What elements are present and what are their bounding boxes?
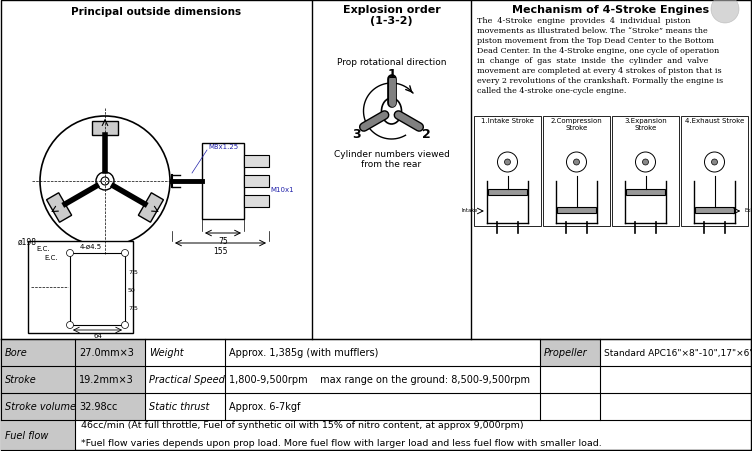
Text: every 2 revolutions of the crankshaft. Formally the engine is: every 2 revolutions of the crankshaft. F… xyxy=(477,77,723,85)
Bar xyxy=(543,117,610,226)
Text: 1.Intake Stroke: 1.Intake Stroke xyxy=(481,118,534,124)
Bar xyxy=(75,339,145,366)
Text: piston movement from the Top Dead Center to the Bottom: piston movement from the Top Dead Center… xyxy=(477,37,714,45)
Circle shape xyxy=(705,152,724,173)
Text: M8x1.25: M8x1.25 xyxy=(208,144,238,150)
Text: 50: 50 xyxy=(128,287,136,292)
Text: in  change  of  gas  state  inside  the  cylinder  and  valve: in change of gas state inside the cylind… xyxy=(477,57,708,65)
Bar xyxy=(244,156,269,168)
Text: 46cc/min (At full throttle, Fuel of synthetic oil with 15% of nitro content, at : 46cc/min (At full throttle, Fuel of synt… xyxy=(81,421,523,429)
Text: called the 4-stroke one-cycle engine.: called the 4-stroke one-cycle engine. xyxy=(477,87,626,95)
Circle shape xyxy=(122,250,129,257)
Text: Cylinder numbers viewed: Cylinder numbers viewed xyxy=(334,150,450,159)
Text: 75: 75 xyxy=(218,236,228,245)
Text: 27.0mm×3: 27.0mm×3 xyxy=(79,348,134,358)
Polygon shape xyxy=(92,122,118,136)
Circle shape xyxy=(574,160,580,166)
Bar xyxy=(612,117,679,226)
Text: Approx. 6-7kgf: Approx. 6-7kgf xyxy=(229,401,300,412)
Text: Bore: Bore xyxy=(5,348,28,358)
Text: Prop rotational direction: Prop rotational direction xyxy=(337,58,446,67)
Circle shape xyxy=(66,322,74,329)
Text: The  4-Stroke  engine  provides  4  individual  piston: The 4-Stroke engine provides 4 individua… xyxy=(477,17,690,25)
Bar xyxy=(1,339,75,366)
Text: 32.98cc: 32.98cc xyxy=(79,401,117,412)
Circle shape xyxy=(122,322,129,329)
Text: Standard APC16"×8"-10",17"×6": Standard APC16"×8"-10",17"×6" xyxy=(604,348,752,357)
Circle shape xyxy=(66,250,74,257)
Text: from the rear: from the rear xyxy=(362,160,422,169)
Text: Stroke volume: Stroke volume xyxy=(5,401,76,412)
Bar xyxy=(1,420,75,450)
Text: 2: 2 xyxy=(422,127,431,140)
Circle shape xyxy=(40,117,170,246)
Circle shape xyxy=(498,152,517,173)
Circle shape xyxy=(96,173,114,191)
Text: movement are completed at every 4 strokes of piston that is: movement are completed at every 4 stroke… xyxy=(477,67,722,75)
Bar xyxy=(75,366,145,393)
Bar xyxy=(540,339,600,366)
Bar xyxy=(28,241,133,333)
Text: 4.Exhaust Stroke: 4.Exhaust Stroke xyxy=(685,118,744,124)
Text: Stroke: Stroke xyxy=(5,375,37,385)
Text: 2.Compression
Stroke: 2.Compression Stroke xyxy=(550,118,602,131)
Text: 155: 155 xyxy=(214,246,228,255)
Bar xyxy=(75,393,145,420)
Text: Weight: Weight xyxy=(149,348,183,358)
Text: 3.Expansion
Stroke: 3.Expansion Stroke xyxy=(624,118,667,131)
Bar xyxy=(556,207,596,213)
Bar xyxy=(1,366,75,393)
Text: 4-ø4.5: 4-ø4.5 xyxy=(80,244,102,249)
Text: Mechanism of 4-Stroke Engines: Mechanism of 4-Stroke Engines xyxy=(512,5,710,15)
Text: 7.5: 7.5 xyxy=(128,269,138,274)
Text: 64: 64 xyxy=(93,332,102,338)
Text: Approx. 1,385g (with mufflers): Approx. 1,385g (with mufflers) xyxy=(229,348,378,358)
Bar xyxy=(1,393,75,420)
Text: M10x1: M10x1 xyxy=(270,187,293,193)
Polygon shape xyxy=(138,193,163,223)
Text: Practical Speed: Practical Speed xyxy=(149,375,225,385)
Text: Static thrust: Static thrust xyxy=(149,401,209,412)
Text: 1: 1 xyxy=(387,67,396,80)
Text: Intake: Intake xyxy=(461,207,478,212)
Bar xyxy=(244,175,269,188)
Text: E.C.: E.C. xyxy=(44,254,58,260)
Text: 19.2mm×3: 19.2mm×3 xyxy=(79,375,134,385)
Circle shape xyxy=(642,160,648,166)
Circle shape xyxy=(635,152,656,173)
Text: Principal outside dimensions: Principal outside dimensions xyxy=(71,7,241,17)
Text: Fuel flow: Fuel flow xyxy=(5,430,48,440)
Text: Exhaust: Exhaust xyxy=(744,207,752,212)
Circle shape xyxy=(711,0,739,24)
Bar xyxy=(474,117,541,226)
Text: 1,800-9,500rpm    max range on the ground: 8,500-9,500rpm: 1,800-9,500rpm max range on the ground: … xyxy=(229,375,530,385)
Text: Explosion order: Explosion order xyxy=(343,5,441,15)
Text: E.C.: E.C. xyxy=(36,245,50,252)
Text: (1-3-2): (1-3-2) xyxy=(370,16,413,26)
Circle shape xyxy=(505,160,511,166)
Text: 7.5: 7.5 xyxy=(128,305,138,310)
Bar xyxy=(202,144,244,220)
Circle shape xyxy=(101,178,109,186)
Bar xyxy=(244,196,269,207)
Text: ø198: ø198 xyxy=(18,237,37,246)
Bar xyxy=(488,189,527,196)
Bar xyxy=(626,189,666,196)
Circle shape xyxy=(711,160,717,166)
Text: Dead Center. In the 4-Stroke engine, one cycle of operation: Dead Center. In the 4-Stroke engine, one… xyxy=(477,47,719,55)
Bar xyxy=(70,253,125,325)
Ellipse shape xyxy=(381,99,402,125)
Text: *Fuel flow varies depends upon prop load. More fuel flow with larger load and le: *Fuel flow varies depends upon prop load… xyxy=(81,438,602,447)
Bar xyxy=(695,207,734,213)
Text: Propeller: Propeller xyxy=(544,348,587,358)
Circle shape xyxy=(566,152,587,173)
Polygon shape xyxy=(47,193,71,223)
Text: 3: 3 xyxy=(352,127,361,140)
Text: movements as illustrated below. The “Stroke” means the: movements as illustrated below. The “Str… xyxy=(477,27,708,35)
Bar xyxy=(681,117,748,226)
